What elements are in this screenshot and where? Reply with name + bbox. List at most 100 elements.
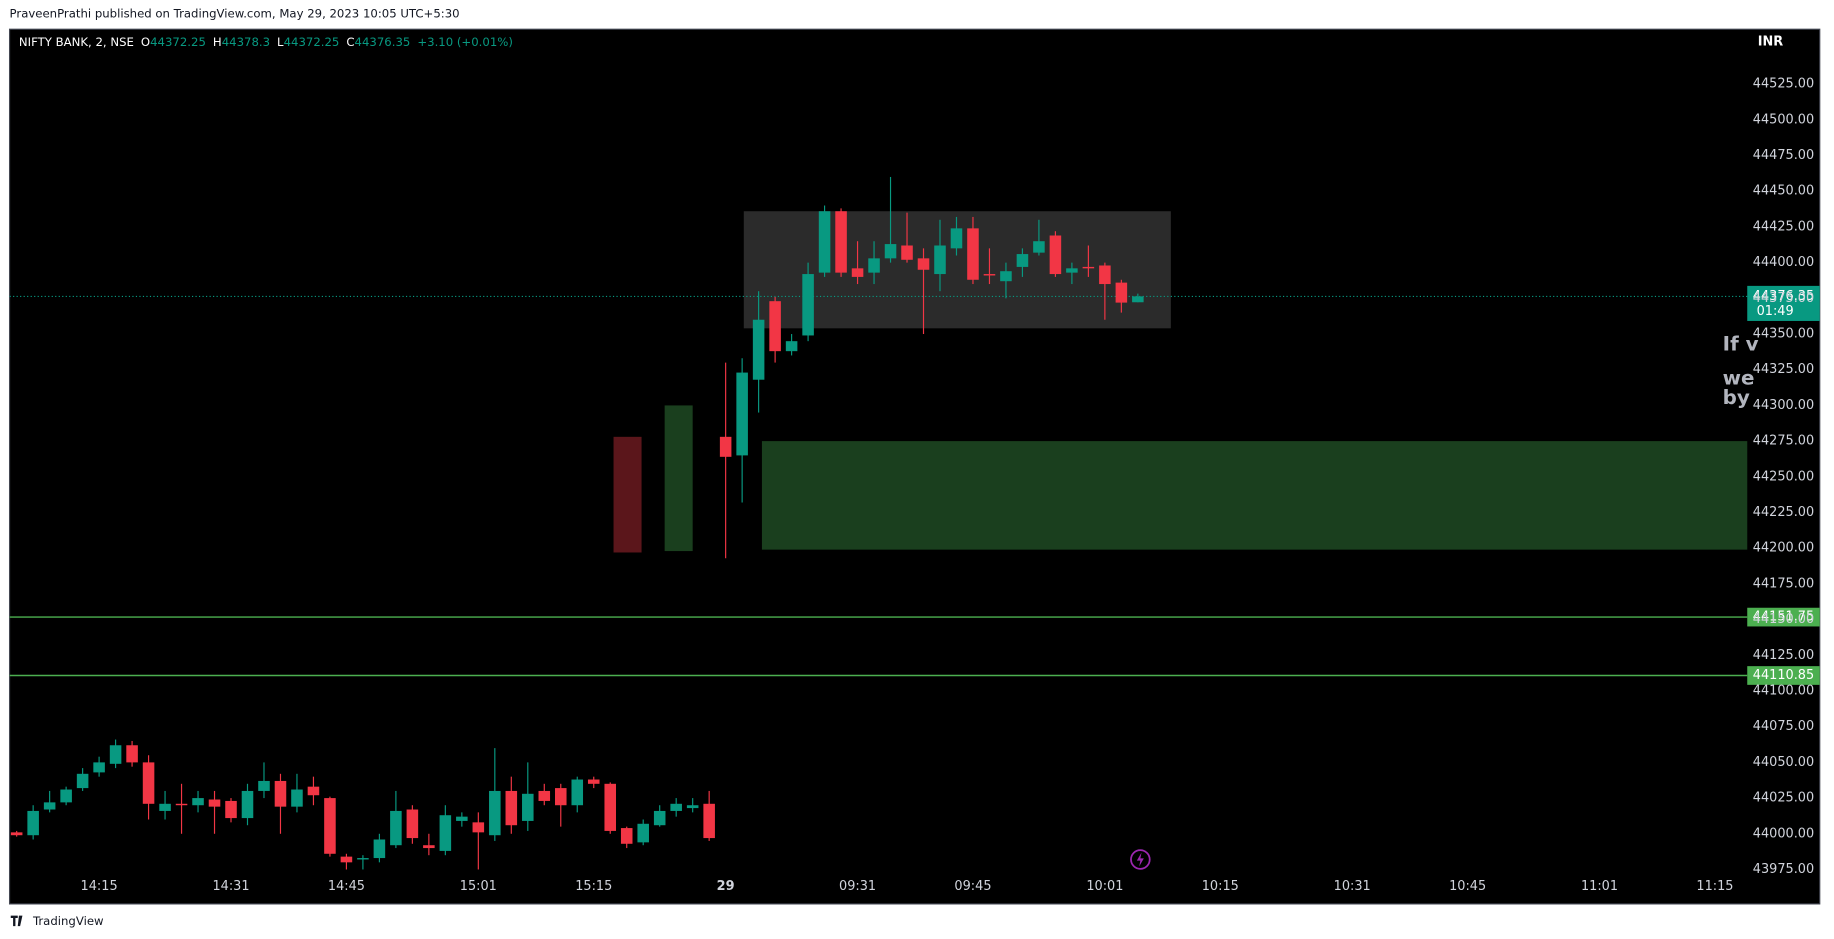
candle-body: [489, 790, 501, 836]
candle-body: [835, 211, 847, 273]
footer: TradingView: [32, 914, 104, 928]
c-value: 44376.35: [355, 35, 411, 49]
candle-body: [818, 211, 831, 273]
y-tick-label: 44275.00: [1753, 434, 1814, 449]
candle-body: [1000, 271, 1012, 282]
last-price-label: 44376.35: [1753, 289, 1814, 304]
annotation-line: If v: [1723, 332, 1759, 355]
x-tick-label: 14:31: [212, 879, 249, 894]
zone: [664, 405, 693, 552]
y-tick-label: 44475.00: [1753, 148, 1814, 163]
candle-body: [10, 832, 23, 836]
price-label-bg: [1747, 607, 1820, 627]
x-tick-label: 09:45: [954, 879, 991, 894]
candle-body: [917, 258, 930, 270]
candle-body: [934, 245, 946, 275]
y-tick-label: 44000.00: [1753, 826, 1814, 841]
candle-body: [142, 762, 155, 804]
candle-body: [1016, 254, 1029, 267]
candle-body: [27, 810, 39, 836]
o-label: O: [141, 35, 150, 49]
zone: [761, 441, 1748, 550]
zone: [613, 436, 642, 553]
candle-body: [802, 274, 814, 336]
y-tick-label: 44400.00: [1753, 255, 1814, 270]
x-tick-label: 11:15: [1696, 879, 1733, 894]
candle-body: [571, 779, 584, 806]
candle-body: [670, 803, 682, 811]
candle-body: [307, 786, 320, 796]
x-tick-label: 29: [717, 879, 735, 894]
candle-body: [653, 810, 666, 826]
candle-body: [686, 805, 699, 809]
icon-bolt: [1136, 852, 1144, 867]
y-tick-label: 44450.00: [1753, 184, 1814, 199]
price-label-bg: [1747, 666, 1820, 685]
y-tick-label: 44350.00: [1753, 327, 1814, 342]
currency: INR: [1758, 35, 1784, 50]
y-tick-label: 44250.00: [1753, 469, 1814, 484]
y-tick-label: 44075.00: [1753, 719, 1814, 734]
candle-body: [901, 245, 913, 260]
candle-body: [225, 800, 237, 819]
candle-body: [554, 788, 567, 806]
candle-body: [719, 436, 732, 457]
publisher: PraveenPrathi published on TradingView.c…: [10, 7, 460, 21]
replay-icon[interactable]: [1130, 849, 1151, 870]
x-tick-label: 14:15: [81, 879, 118, 894]
annotation: If v we by: [1723, 332, 1759, 409]
l-label: L: [277, 35, 284, 49]
candle-body: [752, 319, 765, 380]
y-tick-label: 43975.00: [1753, 862, 1814, 877]
candle-body: [1099, 265, 1111, 285]
candle-body: [423, 845, 435, 849]
candle-body: [522, 793, 534, 821]
y-tick-label: 44225.00: [1753, 505, 1814, 520]
y-tick-label: 44425.00: [1753, 219, 1814, 234]
candle-body: [76, 773, 89, 789]
change: +3.10 (+0.01%): [417, 35, 513, 49]
candle-body: [357, 858, 369, 860]
price-label: 44151.75: [1753, 610, 1814, 625]
candle-body: [587, 779, 600, 784]
x-tick-label: 15:15: [575, 879, 612, 894]
candle-body: [406, 809, 419, 839]
x-tick-label: 10:01: [1086, 879, 1123, 894]
y-tick-label: 44050.00: [1753, 755, 1814, 770]
y-tick-label: 44500.00: [1753, 112, 1814, 127]
candle-body: [126, 745, 138, 763]
symbol: NIFTY BANK, 2, NSE: [19, 35, 134, 49]
candle-body: [851, 268, 864, 277]
candle-body: [93, 762, 105, 773]
candle-body: [785, 341, 798, 352]
candle-body: [983, 274, 996, 276]
y-tick-label: 44150.00: [1753, 612, 1814, 627]
x-tick-label: 10:31: [1334, 879, 1371, 894]
candle-body: [1049, 235, 1062, 275]
x-tick-label: 10:15: [1202, 879, 1239, 894]
legend: NIFTY BANK, 2, NSE O44372.25 H44378.3 L4437…: [19, 35, 513, 49]
x-tick-label: 09:31: [839, 879, 876, 894]
candle-body: [868, 258, 880, 273]
candle-body: [637, 823, 649, 843]
tv-logo: [10, 915, 23, 927]
annotation-line: by: [1723, 386, 1750, 409]
countdown: 01:49: [1757, 304, 1794, 319]
candle-body: [620, 828, 633, 844]
y-tick-label: 44525.00: [1753, 77, 1814, 92]
annotation-line: we: [1723, 366, 1755, 389]
x-tick-label: 10:45: [1449, 879, 1486, 894]
y-tick-label: 44200.00: [1753, 541, 1814, 556]
candle-body: [456, 816, 468, 821]
candle-body: [703, 803, 715, 839]
x-tick-label: 14:45: [328, 879, 365, 894]
candle-body: [340, 856, 353, 863]
candle-body: [1115, 282, 1128, 303]
y-tick-label: 44100.00: [1753, 683, 1814, 698]
candle-body: [109, 745, 122, 764]
icon-ring: [1130, 849, 1151, 870]
x-tick-label: 11:01: [1581, 879, 1618, 894]
y-tick-label: 44325.00: [1753, 362, 1814, 377]
